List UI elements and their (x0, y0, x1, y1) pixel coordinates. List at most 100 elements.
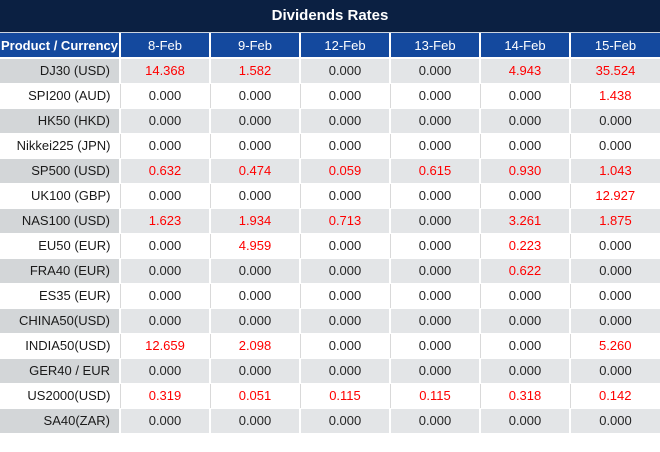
value-cell: 0.000 (569, 258, 660, 284)
value-cell: 0.000 (389, 333, 480, 359)
table-row: HK50 (HKD) 0.000 0.000 0.000 0.000 0.000 0.000 (0, 108, 660, 134)
product-cell: SP500 (USD) (0, 158, 120, 184)
date-header: 15-Feb (569, 33, 660, 59)
value-cell: 0.000 (119, 408, 210, 434)
value-cell: 0.000 (119, 283, 210, 309)
value-cell: 1.934 (209, 208, 300, 234)
value-cell: 0.000 (569, 408, 660, 434)
value-cell: 0.000 (299, 133, 390, 159)
value-cell: 0.000 (389, 208, 480, 234)
value-cell: 0.000 (389, 408, 480, 434)
value-cell: 0.000 (119, 83, 210, 109)
date-header: 9-Feb (209, 33, 300, 59)
value-cell: 0.115 (299, 383, 390, 409)
value-cell: 0.000 (209, 258, 300, 284)
value-cell: 2.098 (209, 333, 300, 359)
value-cell: 0.474 (209, 158, 300, 184)
value-cell: 0.000 (209, 133, 300, 159)
table-body: DJ30 (USD) 14.368 1.582 0.000 0.000 4.943 35.5… (0, 58, 660, 434)
value-cell: 0.059 (299, 158, 390, 184)
product-cell: INDIA50(USD) (0, 333, 120, 359)
date-header: 8-Feb (119, 33, 210, 59)
value-cell: 0.000 (299, 308, 390, 334)
value-cell: 0.051 (209, 383, 300, 409)
table-row: UK100 (GBP) 0.000 0.000 0.000 0.000 0.000 12.9… (0, 183, 660, 209)
value-cell: 1.438 (569, 83, 660, 109)
value-cell: 0.000 (119, 183, 210, 209)
value-cell: 0.319 (119, 383, 210, 409)
value-cell: 0.000 (209, 283, 300, 309)
value-cell: 0.000 (299, 333, 390, 359)
widget-title: Dividends Rates (0, 0, 660, 33)
value-cell: 0.000 (569, 108, 660, 134)
value-cell: 0.000 (119, 258, 210, 284)
value-cell: 0.632 (119, 158, 210, 184)
value-cell: 12.659 (119, 333, 210, 359)
value-cell: 0.000 (389, 58, 480, 84)
value-cell: 0.000 (209, 308, 300, 334)
value-cell: 0.000 (569, 233, 660, 259)
value-cell: 0.930 (479, 158, 570, 184)
product-cell: ES35 (EUR) (0, 283, 120, 309)
value-cell: 0.000 (389, 108, 480, 134)
value-cell: 14.368 (119, 58, 210, 84)
product-cell: EU50 (EUR) (0, 233, 120, 259)
table-row: EU50 (EUR) 0.000 4.959 0.000 0.000 0.223 0.000 (0, 233, 660, 259)
value-cell: 0.000 (119, 133, 210, 159)
value-cell: 0.000 (299, 408, 390, 434)
value-cell: 0.000 (299, 258, 390, 284)
value-cell: 0.000 (209, 83, 300, 109)
table-row: CHINA50(USD) 0.000 0.000 0.000 0.000 0.000 0.0… (0, 308, 660, 334)
dividends-table: Product / Currency 8-Feb 9-Feb 12-Feb 13-Fe… (0, 33, 660, 434)
value-cell: 0.000 (209, 358, 300, 384)
value-cell: 4.943 (479, 58, 570, 84)
table-row: INDIA50(USD) 12.659 2.098 0.000 0.000 0.000 5.… (0, 333, 660, 359)
value-cell: 0.000 (119, 358, 210, 384)
value-cell: 4.959 (209, 233, 300, 259)
table-row: NAS100 (USD) 1.623 1.934 0.713 0.000 3.261 1.8… (0, 208, 660, 234)
product-cell: NAS100 (USD) (0, 208, 120, 234)
value-cell: 0.000 (479, 108, 570, 134)
value-cell: 0.000 (569, 358, 660, 384)
table-row: SPI200 (AUD) 0.000 0.000 0.000 0.000 0.000 1.4… (0, 83, 660, 109)
value-cell: 0.622 (479, 258, 570, 284)
value-cell: 0.000 (389, 183, 480, 209)
product-cell: GER40 / EUR (0, 358, 120, 384)
value-cell: 35.524 (569, 58, 660, 84)
value-cell: 0.000 (209, 183, 300, 209)
value-cell: 0.115 (389, 383, 480, 409)
value-cell: 0.318 (479, 383, 570, 409)
product-cell: UK100 (GBP) (0, 183, 120, 209)
value-cell: 1.623 (119, 208, 210, 234)
product-cell: Nikkei225 (JPN) (0, 133, 120, 159)
product-cell: DJ30 (USD) (0, 58, 120, 84)
value-cell: 0.000 (299, 183, 390, 209)
value-cell: 0.000 (299, 83, 390, 109)
value-cell: 0.000 (479, 83, 570, 109)
value-cell: 0.000 (299, 283, 390, 309)
value-cell: 0.000 (299, 358, 390, 384)
value-cell: 0.223 (479, 233, 570, 259)
value-cell: 1.043 (569, 158, 660, 184)
product-cell: SPI200 (AUD) (0, 83, 120, 109)
product-cell: CHINA50(USD) (0, 308, 120, 334)
product-cell: HK50 (HKD) (0, 108, 120, 134)
value-cell: 12.927 (569, 183, 660, 209)
date-header: 14-Feb (479, 33, 570, 59)
product-cell: SA40(ZAR) (0, 408, 120, 434)
value-cell: 0.000 (389, 308, 480, 334)
value-cell: 0.000 (479, 308, 570, 334)
value-cell: 0.000 (119, 233, 210, 259)
table-row: SP500 (USD) 0.632 0.474 0.059 0.615 0.930 1.04… (0, 158, 660, 184)
date-header: 12-Feb (299, 33, 390, 59)
value-cell: 0.000 (389, 283, 480, 309)
value-cell: 0.000 (119, 108, 210, 134)
table-row: FRA40 (EUR) 0.000 0.000 0.000 0.000 0.622 0.00… (0, 258, 660, 284)
value-cell: 0.000 (389, 133, 480, 159)
value-cell: 3.261 (479, 208, 570, 234)
value-cell: 1.582 (209, 58, 300, 84)
table-row: US2000(USD) 0.319 0.051 0.115 0.115 0.318 0.14… (0, 383, 660, 409)
value-cell: 0.000 (479, 333, 570, 359)
value-cell: 0.000 (299, 108, 390, 134)
